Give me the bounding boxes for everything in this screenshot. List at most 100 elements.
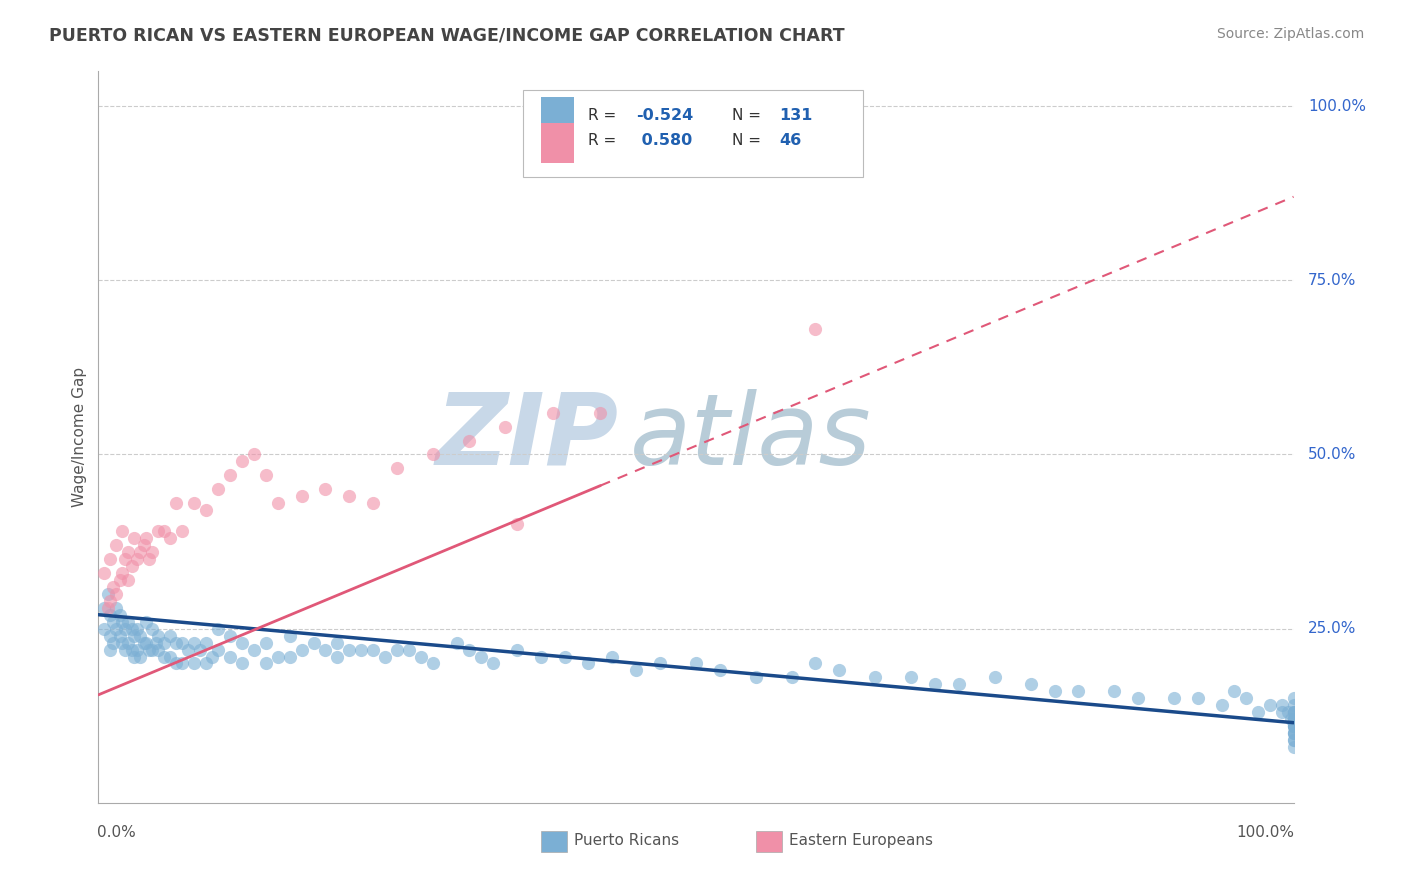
Point [153,635,176,649]
Point [1282,698,1305,713]
Text: Puerto Ricans: Puerto Ricans [574,833,679,848]
Point [1282,740,1305,755]
Point [685,657,707,671]
Point [780,670,803,684]
Point [98,552,122,566]
Point [207,483,229,497]
Point [135,635,157,649]
Point [172,657,194,671]
Point [219,468,242,483]
Point [117,573,139,587]
Point [589,406,612,420]
Point [138,642,160,657]
Point [1282,733,1305,747]
Point [458,434,481,448]
Point [602,649,624,664]
Point [494,419,516,434]
Point [900,670,922,684]
Point [648,657,672,671]
Point [865,670,887,684]
Point [129,649,152,664]
Text: N =: N = [733,108,766,123]
Point [195,503,218,517]
Point [93,600,115,615]
Text: 75.0%: 75.0% [1308,273,1357,288]
Text: 100.0%: 100.0% [1308,99,1365,113]
Point [132,635,155,649]
Point [578,657,600,671]
Point [385,461,409,475]
Point [121,642,143,657]
Text: 50.0%: 50.0% [1308,447,1357,462]
Point [481,657,505,671]
Point [267,496,290,510]
Point [745,670,768,684]
Point [506,517,529,532]
Point [129,629,152,643]
Point [398,642,420,657]
Point [315,642,337,657]
Point [1282,719,1305,733]
Point [1128,691,1150,706]
Point [326,649,349,664]
Point [243,642,266,657]
Point [626,664,648,678]
Point [105,587,128,601]
Point [948,677,970,691]
Text: N =: N = [733,133,766,148]
Point [1187,691,1209,706]
Point [108,629,131,643]
Text: Source: ZipAtlas.com: Source: ZipAtlas.com [1216,27,1364,41]
Point [141,545,163,559]
Point [1282,719,1305,733]
Point [804,657,827,671]
Point [101,615,124,629]
Point [207,642,229,657]
Point [1282,712,1305,726]
Bar [541,831,567,852]
Point [422,657,444,671]
FancyBboxPatch shape [523,90,863,178]
Point [1282,733,1305,747]
Point [231,657,253,671]
Point [114,642,136,657]
Point [145,635,167,649]
Point [422,448,444,462]
Point [141,622,163,636]
Point [1282,705,1305,719]
Point [108,573,131,587]
Point [98,642,122,657]
Text: 0.580: 0.580 [636,133,693,148]
Point [101,580,124,594]
Point [1282,705,1305,719]
Point [114,552,136,566]
Point [121,558,143,573]
Point [219,649,242,664]
Point [1019,677,1042,691]
Point [98,629,122,643]
Point [114,622,136,636]
Point [385,642,409,657]
Point [165,635,187,649]
Point [117,545,139,559]
Point [159,649,181,664]
Point [1043,684,1066,698]
Point [1277,705,1299,719]
Point [188,642,211,657]
Point [1282,726,1305,740]
Point [93,622,115,636]
Point [1258,698,1281,713]
Point [363,496,385,510]
Point [98,594,122,608]
Point [339,642,361,657]
Point [135,615,157,629]
Point [201,649,224,664]
Point [1282,719,1305,733]
Text: 0.0%: 0.0% [97,825,136,839]
Text: Eastern Europeans: Eastern Europeans [789,833,934,848]
Point [172,635,194,649]
Text: R =: R = [589,108,621,123]
Point [1279,712,1302,726]
Text: atlas: atlas [630,389,872,485]
Point [111,635,134,649]
